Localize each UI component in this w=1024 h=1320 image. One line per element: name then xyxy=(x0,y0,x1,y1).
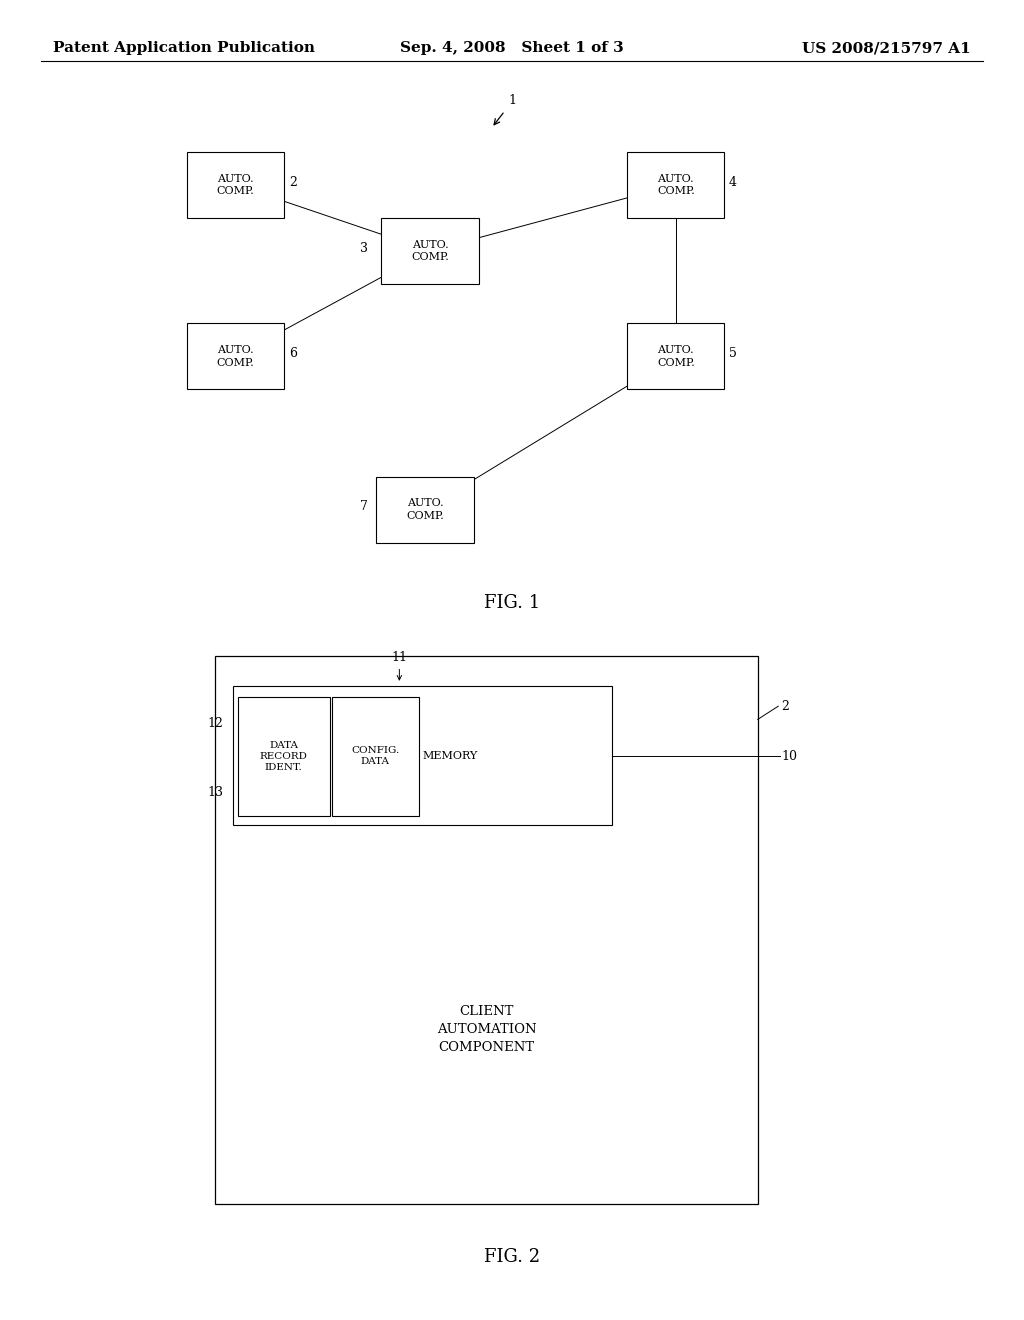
Bar xyxy=(627,323,725,389)
Text: 10: 10 xyxy=(781,750,798,763)
Text: 6: 6 xyxy=(289,347,297,360)
Text: FIG. 1: FIG. 1 xyxy=(484,594,540,612)
Text: AUTO.
COMP.: AUTO. COMP. xyxy=(217,174,254,195)
Text: AUTO.
COMP.: AUTO. COMP. xyxy=(407,499,443,520)
Text: US 2008/215797 A1: US 2008/215797 A1 xyxy=(802,41,971,55)
Bar xyxy=(215,656,758,1204)
Bar xyxy=(332,697,419,816)
Bar xyxy=(186,152,284,218)
Text: 2: 2 xyxy=(289,176,297,189)
Text: DATA
RECORD
IDENT.: DATA RECORD IDENT. xyxy=(260,741,307,772)
Text: 13: 13 xyxy=(207,785,223,799)
Text: CONFIG.
DATA: CONFIG. DATA xyxy=(351,746,399,767)
Bar xyxy=(377,477,473,543)
Bar xyxy=(238,697,330,816)
Text: 3: 3 xyxy=(360,242,369,255)
Text: 5: 5 xyxy=(729,347,737,360)
Bar xyxy=(233,686,612,825)
Text: AUTO.
COMP.: AUTO. COMP. xyxy=(412,240,449,261)
Text: AUTO.
COMP.: AUTO. COMP. xyxy=(657,346,694,367)
Bar xyxy=(186,323,284,389)
Text: MEMORY: MEMORY xyxy=(423,751,478,762)
Text: 7: 7 xyxy=(360,500,369,513)
Text: FIG. 2: FIG. 2 xyxy=(484,1247,540,1266)
Text: AUTO.
COMP.: AUTO. COMP. xyxy=(217,346,254,367)
Text: 1: 1 xyxy=(509,94,517,107)
Text: AUTO.
COMP.: AUTO. COMP. xyxy=(657,174,694,195)
Text: 2: 2 xyxy=(781,700,790,713)
Text: 11: 11 xyxy=(391,651,408,664)
Bar xyxy=(381,218,479,284)
Text: 12: 12 xyxy=(207,717,223,730)
Text: 4: 4 xyxy=(729,176,737,189)
Text: Patent Application Publication: Patent Application Publication xyxy=(53,41,315,55)
Text: Sep. 4, 2008   Sheet 1 of 3: Sep. 4, 2008 Sheet 1 of 3 xyxy=(400,41,624,55)
Bar xyxy=(627,152,725,218)
Text: CLIENT
AUTOMATION
COMPONENT: CLIENT AUTOMATION COMPONENT xyxy=(436,1005,537,1055)
